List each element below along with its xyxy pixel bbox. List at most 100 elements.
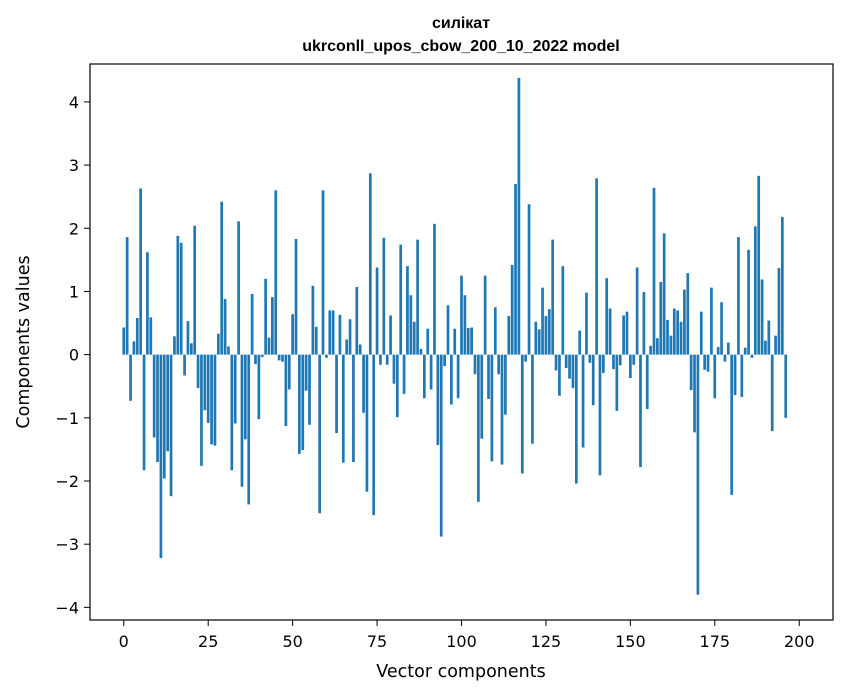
bar	[446, 305, 450, 355]
bar	[368, 173, 372, 355]
bar	[122, 327, 126, 355]
plot-frame	[89, 63, 834, 621]
bar	[365, 354, 369, 492]
bar	[524, 354, 528, 362]
bar	[635, 267, 639, 355]
bar	[146, 252, 149, 355]
bar	[605, 278, 609, 355]
bar	[399, 244, 403, 355]
bar	[504, 354, 507, 415]
y-tick-label: 3	[69, 156, 79, 175]
bar	[652, 187, 656, 355]
bar	[767, 320, 771, 355]
bar	[547, 309, 551, 355]
bar	[216, 333, 220, 355]
bar	[395, 354, 399, 418]
bar	[676, 310, 679, 355]
bar	[574, 354, 578, 484]
bar	[335, 354, 338, 433]
bar	[203, 354, 207, 411]
bar	[284, 354, 288, 427]
bar	[406, 266, 409, 355]
bar	[230, 354, 234, 471]
bar	[125, 237, 129, 355]
bar	[595, 178, 598, 355]
bar	[254, 354, 257, 365]
bar	[162, 354, 166, 479]
chart-title: силікат	[432, 15, 490, 32]
bar	[311, 285, 315, 355]
bar	[713, 354, 717, 399]
bar	[352, 354, 355, 463]
chart-subtitle: ukrconll_upos_cbow_200_10_2022 model	[302, 38, 619, 55]
y-tick-label: 4	[69, 93, 79, 112]
bar	[507, 316, 511, 355]
bar	[416, 239, 419, 355]
bar	[409, 295, 413, 355]
bar	[659, 281, 663, 355]
bar	[470, 327, 473, 355]
bar	[436, 354, 440, 445]
bar	[274, 190, 278, 355]
bar	[551, 239, 555, 355]
bar	[649, 345, 652, 355]
bar	[656, 338, 659, 355]
x-axis-ticks: 0 25 50 75 100 125 150 175 200	[119, 620, 815, 651]
x-tick-label: 200	[784, 632, 815, 651]
bar	[683, 289, 686, 355]
bar	[531, 354, 534, 444]
bar	[402, 354, 406, 394]
bar	[632, 354, 636, 365]
bar	[466, 328, 470, 355]
bar	[450, 354, 453, 405]
bar	[223, 299, 227, 355]
bar	[757, 175, 761, 355]
bar	[210, 354, 213, 445]
bar	[277, 354, 281, 361]
x-tick-label: 100	[446, 632, 477, 651]
bar	[537, 329, 541, 355]
bar	[723, 354, 727, 362]
bar	[696, 354, 700, 595]
bar	[777, 268, 781, 355]
bar	[500, 354, 504, 465]
bar	[267, 337, 271, 355]
bar	[669, 335, 673, 355]
bar	[716, 347, 720, 355]
bar	[152, 354, 156, 438]
y-tick-label: −2	[55, 472, 79, 491]
bar	[601, 354, 605, 373]
bar	[301, 354, 305, 451]
bar	[291, 314, 294, 355]
bar	[588, 354, 592, 363]
x-tick-label: 25	[198, 632, 218, 651]
bar	[558, 354, 561, 396]
bar	[237, 221, 240, 355]
bar	[743, 347, 747, 355]
bar	[733, 354, 737, 396]
bar	[227, 346, 230, 355]
y-axis-label: Components values	[14, 255, 34, 428]
bar	[483, 275, 487, 355]
bar	[179, 242, 183, 355]
bar	[341, 354, 345, 463]
bar	[250, 293, 254, 355]
y-axis-ticks: −4 −3 −2 −1 0 1 2 3 4	[55, 93, 90, 617]
bar	[699, 311, 703, 355]
bar	[490, 354, 494, 462]
bar	[726, 342, 730, 355]
bar	[426, 328, 430, 355]
bar	[578, 330, 582, 355]
bar	[443, 354, 446, 367]
bar	[159, 354, 163, 559]
bar	[730, 354, 734, 495]
bar	[375, 267, 379, 355]
bar	[287, 354, 291, 390]
bar	[220, 201, 224, 355]
bar	[770, 354, 774, 432]
bar	[591, 354, 595, 406]
bar	[423, 354, 426, 399]
bar	[686, 273, 690, 355]
bar	[372, 354, 376, 516]
